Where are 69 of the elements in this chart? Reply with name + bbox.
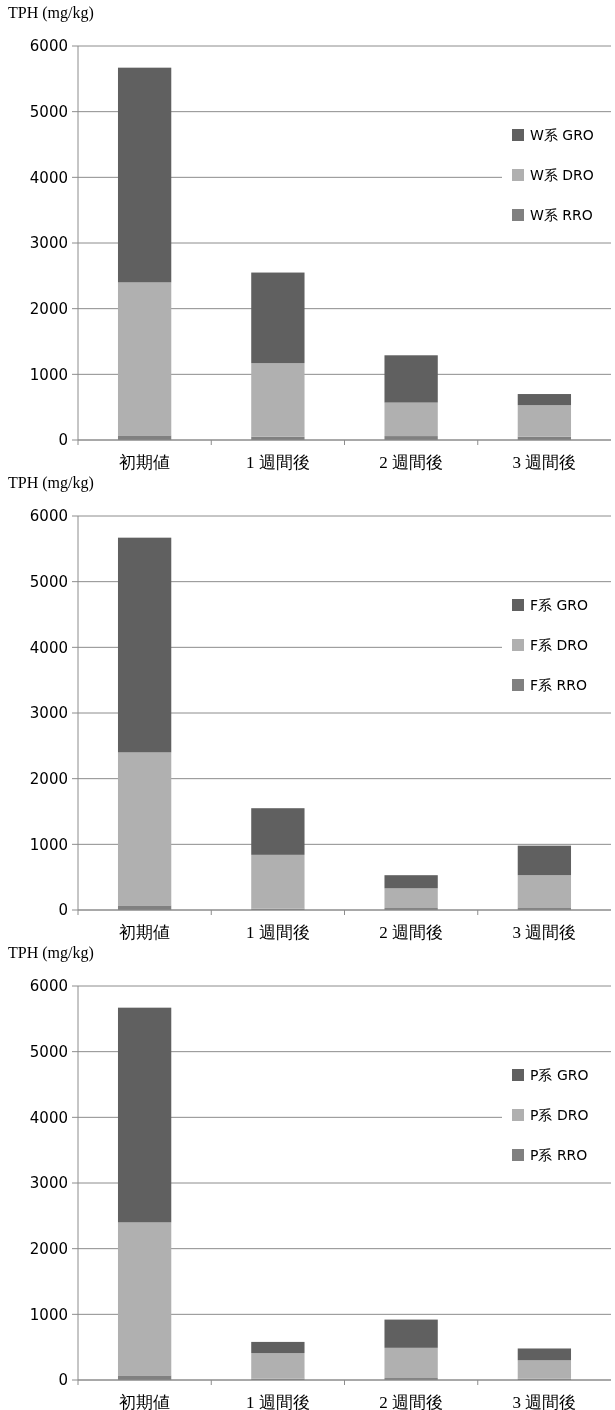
bar bbox=[117, 537, 172, 753]
x-tick-label: 初期値 bbox=[119, 453, 171, 472]
bar bbox=[251, 1341, 305, 1354]
x-tick-label: 初期値 bbox=[119, 923, 171, 942]
y-tick-label: 5000 bbox=[29, 102, 68, 121]
legend-label: F系 GRO bbox=[530, 597, 589, 613]
y-tick-label: 0 bbox=[58, 431, 68, 450]
legend-label: F系 RRO bbox=[530, 677, 587, 693]
y-tick-label: 3000 bbox=[29, 1174, 68, 1193]
bar bbox=[384, 875, 438, 889]
y-tick-label: 6000 bbox=[29, 977, 68, 996]
y-tick-label: 3000 bbox=[29, 704, 68, 723]
legend-label: P系 DRO bbox=[530, 1107, 589, 1123]
bar bbox=[251, 363, 305, 437]
bar bbox=[384, 1319, 438, 1348]
bar bbox=[517, 394, 572, 406]
legend-label: P系 GRO bbox=[530, 1067, 589, 1083]
x-tick-label: 1 週間後 bbox=[246, 923, 310, 942]
x-tick-label: 1 週間後 bbox=[246, 1393, 310, 1410]
bar bbox=[251, 1353, 305, 1379]
legend-label: W系 RRO bbox=[530, 207, 593, 223]
y-axis-title: TPH (mg/kg) bbox=[8, 944, 94, 962]
y-tick-label: 2000 bbox=[29, 299, 68, 318]
bar bbox=[517, 875, 572, 909]
y-tick-label: 2000 bbox=[29, 769, 68, 788]
legend-label: F系 DRO bbox=[530, 637, 589, 653]
legend-label: W系 DRO bbox=[530, 167, 594, 183]
y-tick-label: 0 bbox=[58, 1371, 68, 1390]
x-tick-label: 2 週間後 bbox=[379, 1393, 443, 1410]
y-axis-title: TPH (mg/kg) bbox=[8, 474, 94, 492]
bar bbox=[384, 888, 438, 909]
bar bbox=[384, 1347, 438, 1379]
y-tick-label: 6000 bbox=[29, 507, 68, 526]
y-axis-title: TPH (mg/kg) bbox=[8, 4, 94, 22]
x-tick-label: 2 週間後 bbox=[379, 453, 443, 472]
x-tick-label: 3 週間後 bbox=[512, 453, 577, 472]
y-tick-label: 5000 bbox=[29, 1042, 68, 1061]
bar bbox=[117, 282, 172, 436]
bar bbox=[117, 67, 172, 283]
y-tick-label: 0 bbox=[58, 901, 68, 920]
y-tick-label: 1000 bbox=[29, 365, 68, 384]
y-tick-label: 1000 bbox=[29, 1305, 68, 1324]
x-tick-label: 2 週間後 bbox=[379, 923, 443, 942]
bar bbox=[251, 808, 305, 855]
legend-label: P系 RRO bbox=[530, 1147, 588, 1163]
x-tick-label: 初期値 bbox=[119, 1393, 171, 1410]
y-tick-label: 4000 bbox=[29, 1108, 68, 1127]
bar bbox=[117, 1222, 172, 1376]
bar bbox=[251, 272, 305, 364]
bar bbox=[251, 854, 305, 909]
bar bbox=[517, 1348, 572, 1361]
y-tick-label: 4000 bbox=[29, 168, 68, 187]
y-tick-label: 6000 bbox=[29, 37, 68, 56]
bar bbox=[517, 845, 572, 876]
y-tick-label: 1000 bbox=[29, 835, 68, 854]
bar bbox=[384, 355, 438, 403]
bar bbox=[117, 752, 172, 906]
x-tick-label: 3 週間後 bbox=[512, 1393, 577, 1410]
y-tick-label: 4000 bbox=[29, 638, 68, 657]
y-tick-label: 5000 bbox=[29, 572, 68, 591]
legend-label: W系 GRO bbox=[530, 127, 594, 143]
bar bbox=[117, 1007, 172, 1223]
bar bbox=[384, 402, 438, 437]
y-tick-label: 2000 bbox=[29, 1239, 68, 1258]
bar bbox=[517, 1360, 572, 1379]
x-tick-label: 1 週間後 bbox=[246, 453, 310, 472]
x-tick-label: 3 週間後 bbox=[512, 923, 577, 942]
y-tick-label: 3000 bbox=[29, 234, 68, 253]
bar bbox=[517, 405, 572, 437]
